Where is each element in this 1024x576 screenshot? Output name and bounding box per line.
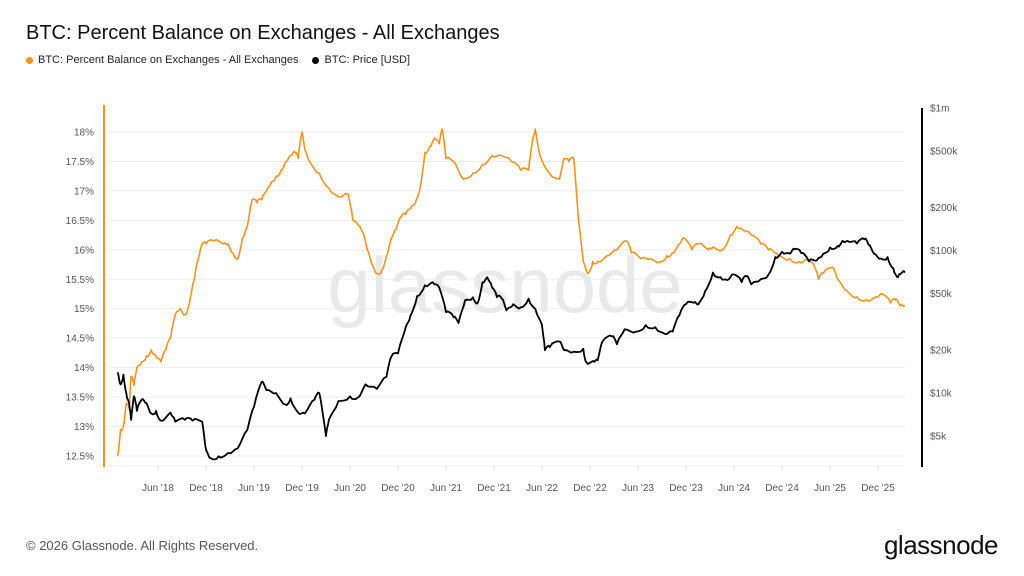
legend-dot-price bbox=[312, 56, 320, 64]
y-right-tick-label: $200k bbox=[930, 203, 958, 214]
y-axis-left: 12.5% 13% 13.5% 14% 14.5% 15% 15.5% 16% 16.5% 17%… bbox=[66, 128, 94, 463]
y-right-tick-label: $5k bbox=[930, 432, 947, 443]
chart-title: BTC: Percent Balance on Exchanges - All … bbox=[26, 22, 500, 44]
legend-dot-balance bbox=[26, 56, 33, 64]
watermark: glassnode bbox=[327, 241, 683, 329]
y-left-tick-label: 18% bbox=[74, 128, 94, 139]
series-line-price bbox=[116, 237, 906, 461]
x-tick-label: Dec '21 bbox=[477, 483, 511, 494]
y-left-tick-label: 16.5% bbox=[66, 216, 94, 227]
chart-legend: BTC: Percent Balance on Exchanges - All … bbox=[26, 54, 410, 66]
x-tick-label: Jun '21 bbox=[430, 483, 462, 494]
x-tick-label: Dec '25 bbox=[861, 483, 895, 494]
x-tick-label: Dec '20 bbox=[381, 483, 415, 494]
y-right-tick-label: $500k bbox=[930, 146, 958, 157]
y-left-tick-label: 13% bbox=[74, 422, 94, 433]
x-tick-label: Dec '18 bbox=[189, 483, 223, 494]
x-tick-label: Dec '19 bbox=[285, 483, 319, 494]
x-tick-label: Dec '24 bbox=[765, 483, 799, 494]
series-line-balance bbox=[116, 128, 906, 457]
x-tick-label: Dec '23 bbox=[669, 483, 703, 494]
legend-label-price: BTC: Price [USD] bbox=[324, 54, 411, 66]
x-tick-label: Jun '23 bbox=[622, 483, 654, 494]
legend-item-price[interactable]: BTC: Price [USD] bbox=[312, 54, 410, 66]
y-right-tick-label: $1m bbox=[930, 104, 949, 115]
x-tick-label: Jun '25 bbox=[814, 483, 846, 494]
x-tick-label: Jun '19 bbox=[238, 483, 270, 494]
x-tick-label: Dec '22 bbox=[573, 483, 607, 494]
x-tick-label: Jun '24 bbox=[718, 483, 750, 494]
y-right-tick-label: $100k bbox=[930, 246, 958, 257]
y-left-tick-label: 13.5% bbox=[66, 393, 94, 404]
y-axis-right: $5k $10k $20k $50k $100k $200k $500k $1m bbox=[930, 104, 958, 443]
x-tick-label: Jun '18 bbox=[142, 483, 174, 494]
y-left-tick-label: 17.5% bbox=[66, 157, 94, 168]
y-left-tick-label: 12.5% bbox=[66, 452, 94, 463]
x-tick-label: Jun '20 bbox=[334, 483, 366, 494]
y-right-tick-label: $20k bbox=[930, 346, 953, 357]
y-right-tick-label: $50k bbox=[930, 289, 953, 300]
series-group bbox=[116, 128, 906, 461]
y-left-tick-label: 16% bbox=[74, 245, 94, 256]
y-left-tick-label: 17% bbox=[74, 186, 94, 197]
legend-label-balance: BTC: Percent Balance on Exchanges - All … bbox=[38, 54, 299, 66]
x-axis: Jun '18 Dec '18 Jun '19 Dec '19 Jun '20 Dec '… bbox=[142, 466, 895, 494]
glassnode-logo[interactable]: glassnode bbox=[883, 530, 999, 560]
y-right-tick-label: $10k bbox=[930, 389, 953, 400]
y-left-tick-label: 15% bbox=[74, 304, 94, 315]
y-left-tick-label: 14% bbox=[74, 363, 94, 374]
legend-item-balance[interactable]: BTC: Percent Balance on Exchanges - All … bbox=[26, 54, 298, 66]
y-left-tick-label: 14.5% bbox=[66, 334, 94, 345]
y-left-tick-label: 15.5% bbox=[66, 275, 94, 286]
x-tick-label: Jun '22 bbox=[526, 483, 558, 494]
footer-copyright: © 2026 Glassnode. All Rights Reserved. bbox=[26, 538, 259, 553]
